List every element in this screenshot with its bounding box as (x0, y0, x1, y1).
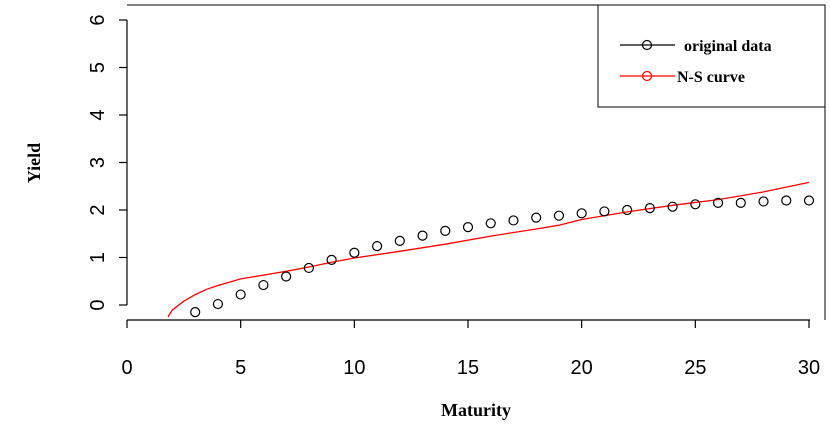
x-tick-label: 25 (684, 357, 706, 379)
data-point (258, 279, 269, 291)
legend-box (597, 4, 826, 108)
data-point (599, 206, 610, 217)
data-point (644, 203, 655, 214)
y-tick-label: 6 (87, 14, 109, 25)
legend-label-ns: N-S curve (677, 69, 745, 86)
x-tick-label: 20 (571, 357, 593, 379)
ns-curve-series (167, 181, 810, 318)
data-point (758, 196, 769, 207)
data-point (485, 218, 496, 229)
data-point (212, 298, 224, 310)
data-point (235, 289, 246, 300)
ns-curve-line (167, 181, 810, 318)
legend-label-original: original data (684, 38, 772, 55)
y-tick-label: 0 (87, 299, 109, 310)
data-point (326, 254, 337, 265)
data-point (667, 201, 678, 212)
x-tick-label: 0 (121, 357, 132, 379)
y-axis-title: Yield (24, 143, 44, 183)
x-axis-title: Maturity (441, 400, 511, 420)
data-point (622, 204, 633, 216)
y-tick-label: 2 (87, 204, 109, 215)
x-tick-label: 5 (235, 357, 246, 379)
data-point (394, 235, 405, 246)
data-point (735, 197, 746, 208)
data-point (440, 225, 451, 236)
y-tick-label: 1 (87, 252, 109, 263)
y-tick-label: 4 (87, 109, 109, 120)
data-point (462, 222, 474, 233)
data-point (531, 212, 542, 223)
y-tick-label: 5 (87, 62, 109, 73)
original-data-series (190, 195, 815, 318)
data-point (803, 195, 815, 206)
x-tick-label: 30 (798, 357, 820, 379)
y-tick-label: 3 (87, 157, 109, 168)
data-point (576, 208, 587, 219)
data-point (281, 271, 292, 282)
data-point (303, 262, 314, 274)
x-ticks: 0 5 10 15 20 25 30 (121, 320, 820, 379)
x-tick-label: 15 (457, 357, 479, 379)
data-point (690, 199, 701, 210)
data-point (553, 210, 565, 221)
y-ticks: 0 1 2 3 4 5 6 (87, 14, 127, 311)
data-point (349, 247, 360, 258)
data-point (190, 307, 201, 318)
data-point (781, 195, 792, 206)
legend-swatch-ns-marker (641, 70, 653, 82)
legend: original data N-S curve (597, 4, 826, 108)
data-point (712, 197, 724, 208)
data-point (417, 230, 428, 241)
legend-swatch-original-marker (641, 39, 653, 51)
data-point (371, 241, 383, 252)
x-tick-label: 10 (343, 357, 365, 379)
data-point (508, 215, 519, 226)
